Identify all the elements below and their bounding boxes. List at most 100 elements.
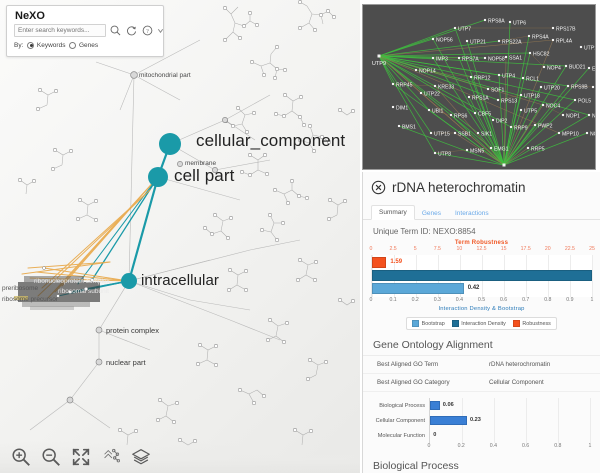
fit-to-screen-icon[interactable] [70,446,92,468]
network-node[interactable] [433,151,437,155]
node-dot-cellular-component[interactable] [159,133,181,155]
network-node[interactable] [483,18,487,22]
search-input[interactable] [14,24,106,37]
network-node[interactable] [508,20,512,24]
node-label-membrane[interactable]: membrane [185,160,217,167]
network-node[interactable] [497,39,501,43]
network-node[interactable] [473,111,477,115]
radio-keywords[interactable]: Keywords [27,42,65,49]
network-node[interactable] [453,131,457,135]
network-node[interactable] [429,131,433,135]
network-node[interactable] [431,37,435,41]
network-node[interactable] [557,131,561,135]
network-node[interactable] [509,125,513,129]
node-label-cellular-component[interactable]: cellular_component [196,131,346,150]
search-row[interactable]: ? [14,24,164,37]
network-node[interactable] [551,38,555,42]
network-node[interactable] [414,68,418,72]
network-node[interactable] [561,113,565,117]
network-node[interactable] [489,146,493,150]
network-node[interactable] [566,84,570,88]
network-node[interactable] [391,82,395,86]
tab-genes[interactable]: Genes [421,210,441,217]
collapse-icon[interactable] [100,446,122,468]
network-node[interactable] [469,75,473,79]
legend-item-robustness[interactable]: Robustness [512,320,551,327]
network-node[interactable] [486,87,490,91]
node-label-nuclear-part[interactable]: nuclear part [106,358,146,367]
node-dot-cell-part[interactable] [148,167,168,187]
radio-genes-dot[interactable] [69,42,77,49]
node-label-protein-complex[interactable]: protein complex [106,326,159,335]
network-node[interactable] [483,56,487,60]
network-node[interactable] [542,65,546,69]
network-node[interactable] [391,105,395,109]
network-node[interactable] [465,39,469,43]
tab-summary[interactable]: Summary [371,205,415,220]
network-node[interactable] [551,26,555,30]
node-label-cell-part[interactable]: cell part [174,166,235,185]
network-node[interactable] [579,45,583,49]
network-node[interactable] [585,131,589,135]
zoom-out-icon[interactable] [40,446,62,468]
network-node[interactable] [591,85,595,89]
network-node[interactable] [496,98,500,102]
network-node[interactable] [528,51,532,55]
network-node[interactable] [449,113,453,117]
network-node[interactable] [491,118,495,122]
network-node[interactable] [519,108,523,112]
zoom-in-icon[interactable] [10,446,32,468]
node-label-ribosomal-subunit[interactable]: ribosomal subunit [58,288,109,295]
node-label-ribosome-precursor[interactable]: ribosome precursor [2,296,58,303]
network-node[interactable] [521,76,525,80]
node-label-mitochondrial-part[interactable]: mitochondrial part [139,72,191,79]
network-node[interactable] [467,95,471,99]
network-node[interactable] [476,131,480,135]
network-node[interactable] [587,113,591,117]
network-node[interactable] [502,163,506,167]
network-node[interactable] [527,34,531,38]
chevron-down-icon[interactable] [157,25,164,37]
ontology-tree-panel[interactable]: cellular_component cell part intracellul… [0,0,360,473]
layers-icon[interactable] [130,446,152,468]
network-node[interactable] [539,85,543,89]
network-node[interactable] [497,73,501,77]
network-node[interactable] [457,56,461,60]
network-node[interactable] [564,64,568,68]
network-node[interactable] [541,103,545,107]
network-node[interactable] [431,56,435,60]
network-node[interactable] [573,98,577,102]
network-node[interactable] [377,54,381,58]
radio-genes[interactable]: Genes [69,42,98,49]
network-node[interactable] [504,55,508,59]
detail-tabs[interactable]: Summary Genes Interactions [363,201,600,220]
network-node[interactable] [587,66,591,70]
gene-interaction-network-panel[interactable]: UTP9UTP10RPS8AUTP6UTP7RPS17BNOP56UTP21RP… [362,4,596,170]
node-dot-intracellular[interactable] [121,273,137,289]
node-label-preribosome[interactable]: preribosome [2,285,39,292]
search-by-row[interactable]: By: Keywords Genes [14,42,98,49]
network-node[interactable] [419,91,423,95]
network-node[interactable] [433,84,437,88]
legend-item-bootstrap[interactable]: Bootstrap [412,320,445,327]
radio-keywords-dot[interactable] [27,42,35,49]
search-panel[interactable]: NeXO ? B [6,5,164,57]
network-node[interactable] [453,26,457,30]
robustness-xlabel: Interaction Density & Bootstrap [438,306,525,312]
term-detail-panel[interactable]: rDNA heterochromatin Summary Genes Inter… [362,172,600,473]
node-label-ribonucleoprotein-complex[interactable]: ribonucleoprotein complex [34,278,110,285]
help-icon[interactable]: ? [141,24,154,37]
reset-icon[interactable] [125,24,138,37]
network-node[interactable] [397,124,401,128]
tab-interactions[interactable]: Interactions [454,210,489,217]
network-node[interactable] [526,146,530,150]
node-label-intracellular[interactable]: intracellular [141,272,219,289]
tree-toolbar[interactable] [0,441,360,473]
legend-item-interaction-density[interactable]: Interaction Density [451,320,506,327]
network-node[interactable] [465,148,469,152]
network-node[interactable] [533,123,537,127]
network-node[interactable] [519,93,523,97]
search-icon[interactable] [109,24,122,37]
network-node[interactable] [427,108,431,112]
close-circle-icon[interactable] [371,180,386,195]
